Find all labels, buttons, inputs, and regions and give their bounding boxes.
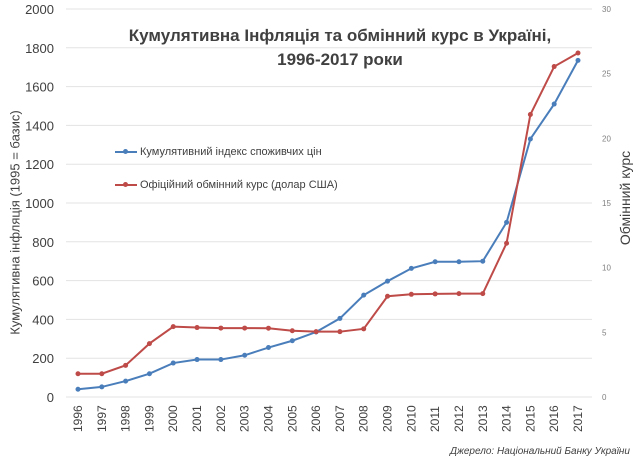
y-tick-label: 0 (47, 390, 54, 405)
x-tick-label: 2008 (357, 405, 371, 432)
data-point (408, 265, 414, 271)
data-point (194, 325, 200, 331)
y-tick-label: 2000 (25, 2, 54, 17)
data-point (432, 259, 438, 265)
data-point (313, 329, 319, 335)
data-point (575, 50, 581, 56)
x-tick-label: 2016 (547, 405, 561, 432)
data-point (242, 352, 248, 358)
x-tick-label: 1998 (119, 405, 133, 432)
x-tick-label: 2010 (404, 405, 418, 432)
x-tick-label: 2014 (500, 405, 514, 432)
series-line-cpi (77, 59, 579, 391)
data-point (170, 324, 176, 330)
series-line-fx (78, 52, 579, 375)
x-tick-label: 1997 (95, 405, 109, 432)
data-point (361, 292, 367, 298)
y-tick-label: 1800 (25, 41, 54, 56)
data-point (99, 371, 105, 377)
data-point (575, 57, 581, 63)
data-point (527, 136, 533, 142)
y-axis-label: Кумулятивна інфляція (1995 = базис) (7, 110, 23, 335)
source-note: Джерело: Національний Банку України (449, 446, 630, 457)
y-tick-label: 600 (32, 274, 54, 289)
y2-tick-label: 10 (602, 264, 611, 273)
x-tick-label: 2015 (523, 405, 537, 432)
data-point (265, 345, 271, 351)
data-point (75, 371, 81, 377)
x-tick-label: 2005 (285, 405, 299, 432)
x-tick-label: 1999 (142, 405, 156, 432)
y-tick-label: 200 (32, 351, 54, 366)
x-tick-label: 2000 (166, 405, 180, 432)
y2-tick-label: 20 (602, 134, 611, 143)
data-point (123, 362, 129, 368)
data-point (385, 293, 391, 299)
data-point (504, 240, 510, 246)
y2-tick-label: 15 (602, 199, 611, 208)
data-point (289, 328, 295, 334)
data-point (289, 338, 295, 344)
data-point (265, 325, 271, 331)
y-tick-label: 400 (32, 312, 54, 327)
y2-tick-label: 30 (602, 5, 611, 14)
x-tick-label: 2009 (381, 405, 395, 432)
x-tick-label: 1996 (71, 405, 85, 432)
data-point (337, 315, 343, 321)
y2-tick-label: 25 (602, 70, 611, 79)
data-point (194, 357, 200, 363)
data-point (456, 259, 462, 265)
data-point (99, 384, 105, 390)
data-point (218, 325, 224, 331)
x-tick-label: 2002 (214, 405, 228, 432)
chart-title: Кумулятивна Інфляція та обмінний курс в … (128, 26, 552, 45)
x-tick-label: 2003 (238, 405, 252, 432)
y2-tick-label: 0 (602, 393, 607, 402)
data-point (432, 291, 438, 297)
x-tick-label: 2011 (428, 406, 442, 432)
y2-axis-label: Обмінний курс (617, 150, 633, 246)
data-point (337, 329, 343, 335)
data-point (123, 378, 129, 384)
legend-item-cpi: Кумулятивний індекс споживчих цін (115, 146, 322, 158)
y-tick-label: 1000 (25, 196, 54, 211)
x-tick-label: 2004 (261, 405, 275, 432)
data-point (456, 291, 462, 297)
x-tick-label: 2013 (476, 405, 490, 432)
legend-label: Кумулятивний індекс споживчих цін (140, 146, 322, 158)
y-tick-label: 1400 (25, 118, 54, 133)
legend-label: Офіційний обмінний курс (долар США) (140, 179, 338, 191)
y-tick-label: 1600 (25, 80, 54, 95)
data-point (146, 341, 152, 347)
data-point (480, 291, 486, 297)
data-point (75, 386, 81, 392)
x-tick-label: 2006 (309, 405, 323, 432)
data-point (218, 357, 224, 363)
data-point (146, 371, 152, 377)
data-point (242, 325, 248, 331)
y-tick-label: 800 (32, 235, 54, 250)
legend-swatch-red (115, 182, 137, 187)
data-point (385, 278, 391, 284)
data-point (170, 360, 176, 366)
legend-item-fx: Офіційний обмінний курс (долар США) (115, 179, 338, 191)
data-point (408, 291, 414, 297)
x-tick-label: 2001 (190, 405, 204, 432)
data-point (527, 112, 533, 118)
chart-subtitle: 1996-2017 роки (277, 50, 403, 69)
x-tick-label: 2012 (452, 405, 466, 432)
data-point (551, 64, 557, 70)
y2-tick-label: 5 (602, 328, 607, 337)
data-point (480, 258, 486, 264)
data-point (551, 101, 557, 107)
x-tick-label: 2007 (333, 405, 347, 432)
data-point (504, 219, 510, 225)
x-tick-label: 2017 (571, 405, 585, 432)
data-point (361, 326, 367, 332)
y-tick-label: 1200 (25, 157, 54, 172)
legend-swatch-blue (115, 149, 137, 154)
